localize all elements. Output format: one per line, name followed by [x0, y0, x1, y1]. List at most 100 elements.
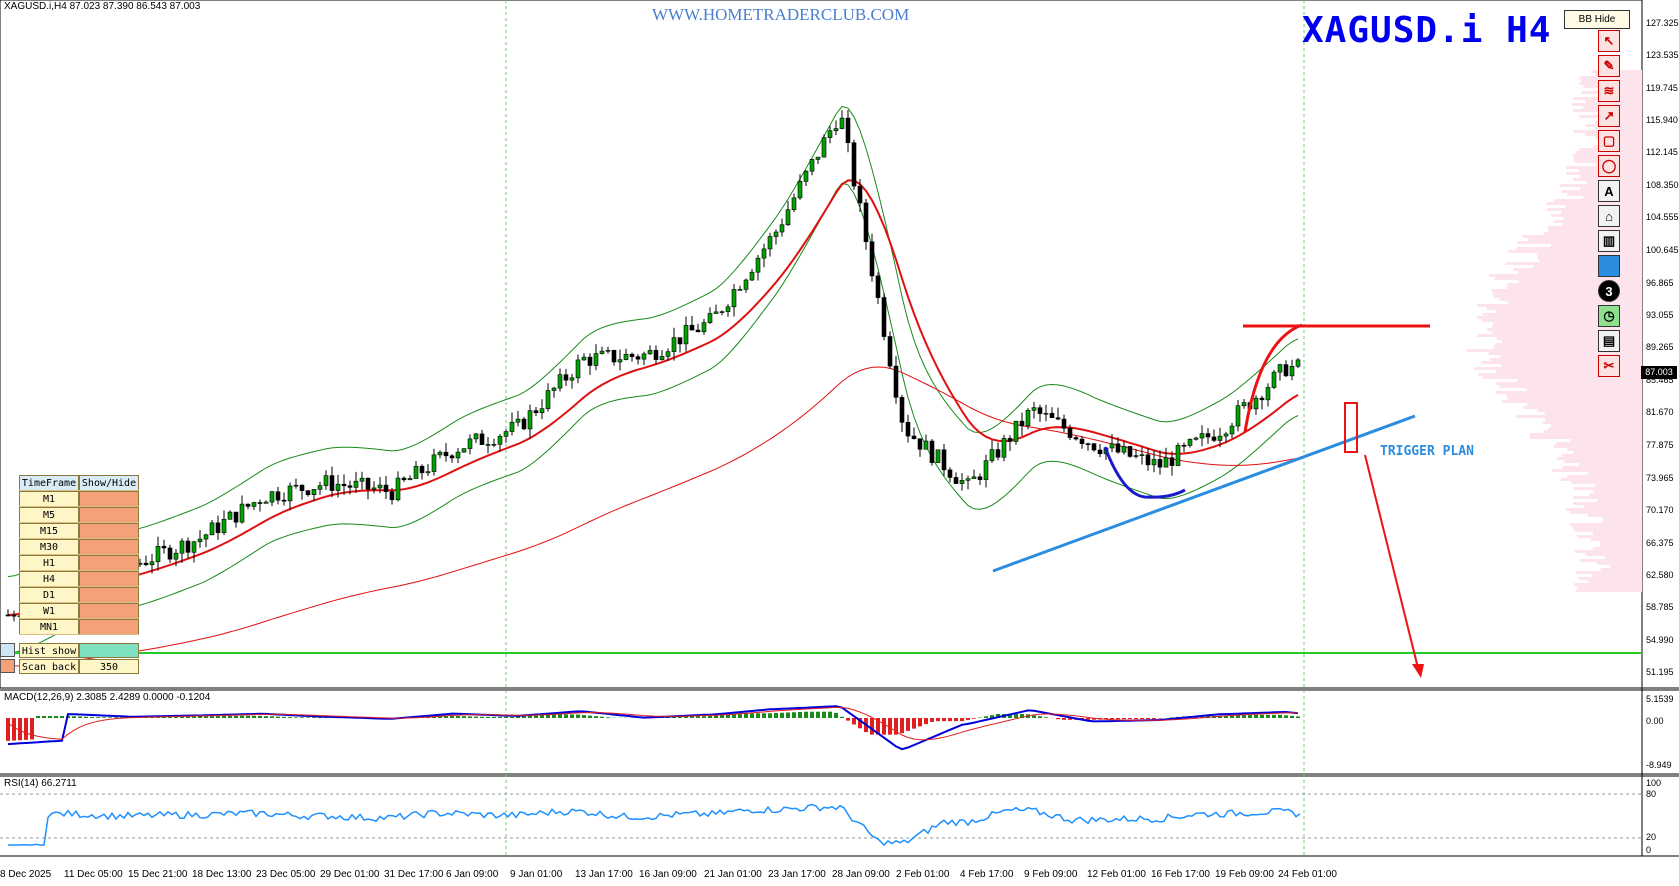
trigger-box[interactable] [1344, 402, 1358, 453]
candle-body [1079, 438, 1085, 444]
candle-body [305, 490, 311, 495]
symbol-info: XAGUSD.i,H4 87.023 87.390 86.543 87.003 [4, 1, 201, 12]
rectangle-icon[interactable]: ▢ [1598, 130, 1620, 152]
volume-bar [1556, 442, 1642, 445]
macd-bar [216, 716, 220, 718]
volume-bar [1547, 226, 1642, 229]
candle-body [431, 454, 437, 472]
macd-bar [462, 716, 466, 718]
cursor-icon[interactable]: ↖ [1598, 30, 1620, 52]
tf-toggle[interactable] [79, 587, 139, 602]
tf-h4[interactable]: H4 [19, 571, 79, 586]
candle-body [539, 408, 545, 414]
timer-icon[interactable]: ◷ [1598, 305, 1620, 327]
volume-bar [1573, 496, 1642, 499]
volume-bar [1550, 244, 1642, 247]
macd-bar [318, 717, 322, 718]
arrow-icon[interactable]: ↗ [1598, 105, 1620, 127]
candle-body [887, 336, 893, 367]
tf-m15[interactable]: M15 [19, 523, 79, 538]
volume-bar [1501, 340, 1642, 343]
red-arc[interactable] [1243, 323, 1303, 433]
macd-bar [876, 718, 880, 735]
candle-body [1205, 433, 1211, 438]
candle-body [1181, 445, 1187, 447]
candle-body [935, 449, 941, 463]
tf-w1[interactable]: W1 [19, 603, 79, 618]
volume-bar [1573, 451, 1642, 454]
volume-bar [1570, 439, 1642, 442]
tf-toggle[interactable] [79, 507, 139, 522]
macd-bar [1254, 714, 1258, 718]
candle-body [1295, 359, 1301, 367]
fibonacci-icon[interactable]: ≋ [1598, 80, 1620, 102]
hist-icon[interactable] [0, 643, 15, 657]
screenshot-icon[interactable]: ▤ [1598, 330, 1620, 352]
projection-arrow[interactable] [1364, 454, 1419, 669]
macd-bar [576, 714, 580, 718]
ellipse-icon[interactable]: ◯ [1598, 155, 1620, 177]
tf-toggle[interactable] [79, 539, 139, 554]
tf-toggle[interactable] [79, 555, 139, 570]
tf-toggle[interactable] [79, 619, 139, 634]
candle-body [989, 449, 995, 461]
tf-m1[interactable]: M1 [19, 491, 79, 506]
macd-bar [276, 716, 280, 718]
candle-body [839, 117, 845, 129]
macd-bar [1200, 715, 1204, 718]
scan-icon[interactable] [0, 659, 15, 673]
macd-bar [60, 715, 64, 718]
macd-bar [96, 717, 100, 718]
macd-bar [564, 714, 568, 718]
price-tick: 70.170 [1646, 505, 1674, 516]
tf-toggle[interactable] [79, 603, 139, 618]
tf-toggle[interactable] [79, 571, 139, 586]
candle-body [323, 475, 329, 486]
volume-bar [1590, 538, 1642, 541]
candle-body [515, 418, 521, 423]
brush-icon[interactable]: ✎ [1598, 55, 1620, 77]
tf-d1[interactable]: D1 [19, 587, 79, 602]
cut-icon[interactable]: ✂ [1598, 355, 1620, 377]
candle-body [629, 353, 635, 357]
scan-back-value[interactable]: 350 [79, 659, 139, 674]
tf-m5[interactable]: M5 [19, 507, 79, 522]
volume-bar [1573, 487, 1642, 490]
label-icon[interactable]: ⌂ [1598, 205, 1620, 227]
candle-body [1193, 437, 1199, 440]
delete-icon[interactable]: ▥ [1598, 230, 1620, 252]
volume-bar [1594, 127, 1642, 130]
volume-bar [1533, 265, 1642, 268]
volume-bar [1596, 562, 1642, 565]
bb-hide-button[interactable]: BB Hide [1564, 10, 1630, 29]
macd-bar [174, 716, 178, 718]
volume-bar [1477, 334, 1642, 337]
blue-curve[interactable] [1103, 446, 1186, 499]
tf-m30[interactable]: M30 [19, 539, 79, 554]
text-icon[interactable]: A [1598, 180, 1620, 202]
volume-bar [1588, 580, 1642, 583]
tf-toggle[interactable] [79, 491, 139, 506]
macd-bar [1128, 718, 1132, 720]
candle-body [1109, 443, 1115, 449]
color-icon[interactable] [1598, 255, 1620, 277]
volume-bar [1483, 376, 1642, 379]
tf-toggle[interactable] [79, 523, 139, 538]
macd-bar [1146, 718, 1150, 720]
date-tick: 23 Dec 05:00 [256, 869, 316, 880]
tf-mn1[interactable]: MN1 [19, 619, 79, 634]
ascending-trendline[interactable] [992, 414, 1416, 573]
volume-bar [1569, 511, 1642, 514]
volume-bar [1501, 400, 1642, 403]
width-icon[interactable]: 3 [1598, 280, 1620, 302]
candle-body [275, 491, 281, 501]
volume-bar [1565, 508, 1642, 511]
price-tick: 115.940 [1646, 115, 1678, 126]
macd-bar [534, 715, 538, 718]
drawing-toolbar: ↖ ✎ ≋ ↗ ▢ ◯ A ⌂ ▥ 3 ◷ ▤ ✂ [1598, 30, 1624, 380]
volume-bar [1546, 208, 1642, 211]
hist-show-toggle[interactable] [79, 643, 139, 658]
volume-bar [1573, 502, 1642, 505]
tf-h1[interactable]: H1 [19, 555, 79, 570]
